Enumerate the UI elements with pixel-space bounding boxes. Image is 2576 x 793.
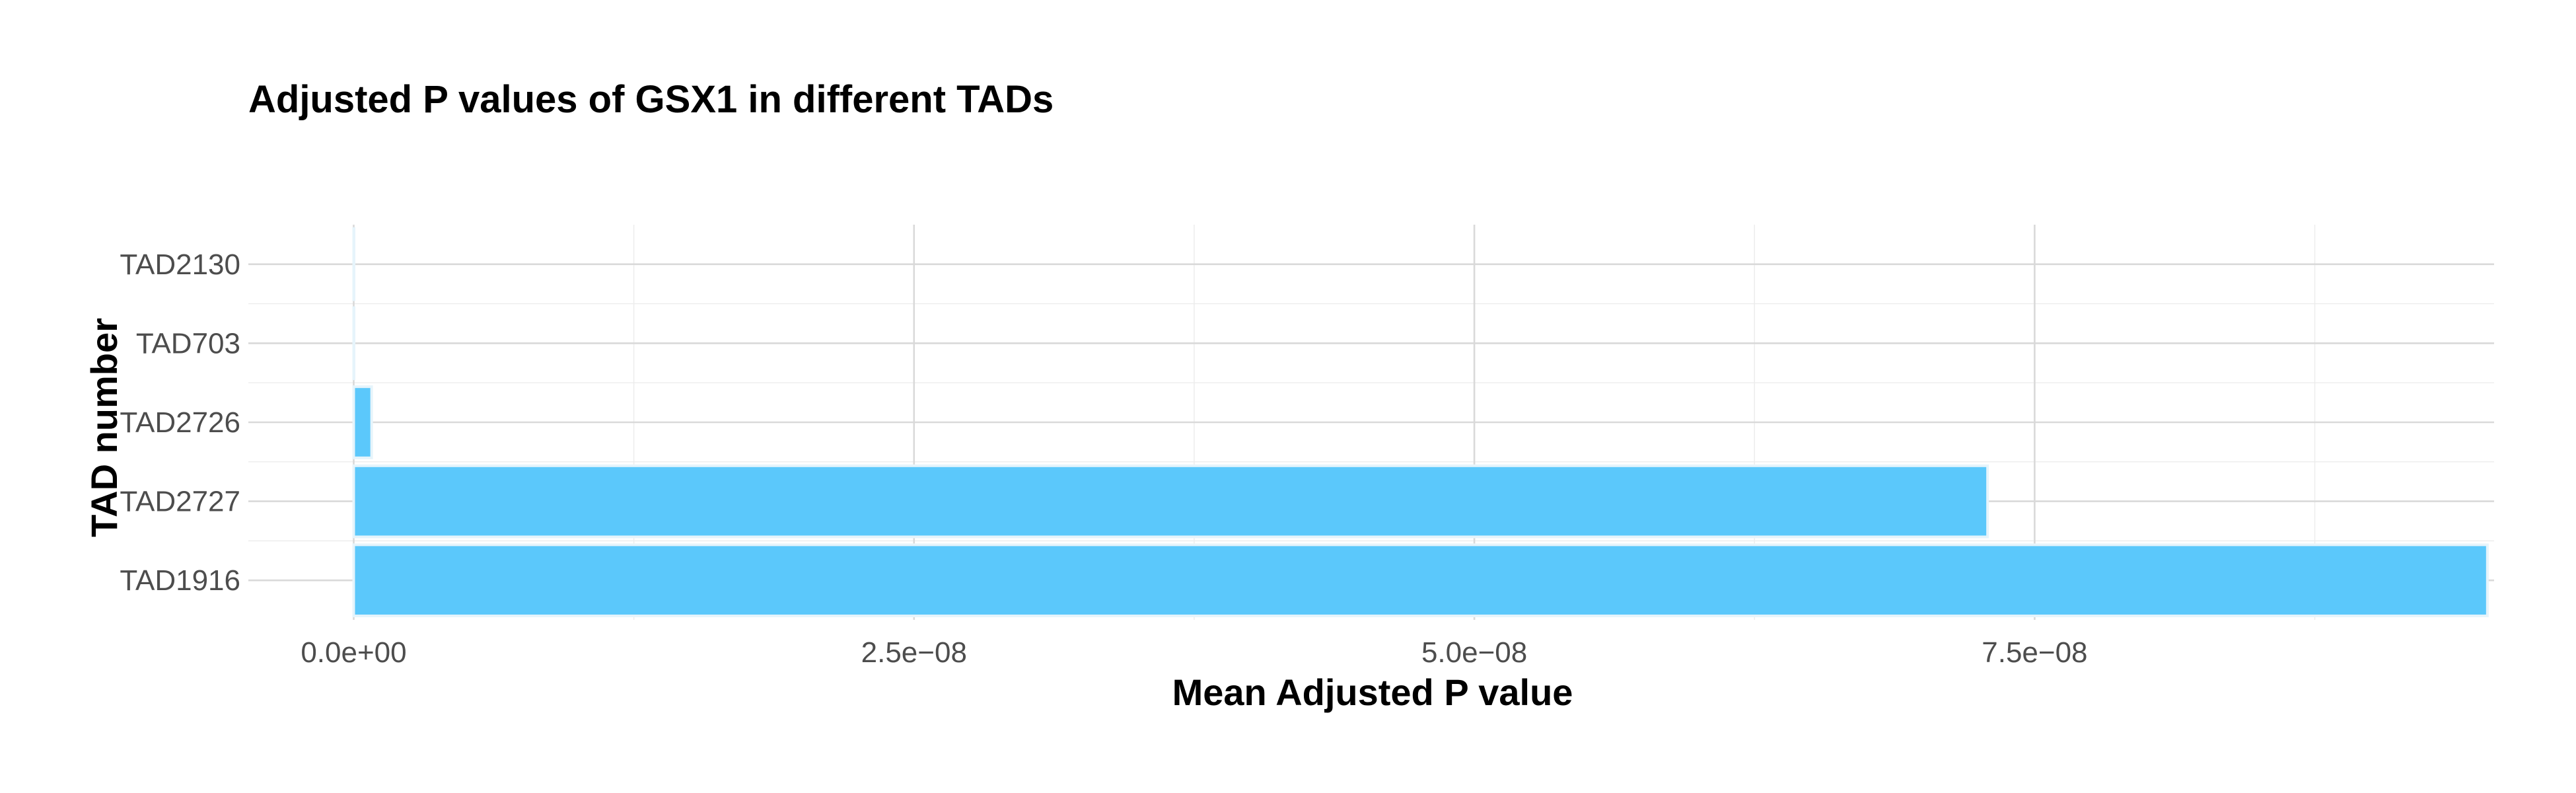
y-axis-title: TAD number [83, 318, 125, 537]
bar-layer [352, 227, 2489, 618]
x-tick-label: 5.0e−08 [1421, 636, 1527, 669]
bar-tad2726 [352, 385, 373, 459]
x-tick-labels: 0.0e+00 2.5e−08 5.0e−08 7.5e−08 [301, 636, 2087, 669]
bar-tad703 [352, 306, 355, 381]
x-axis-title: Mean Adjusted P value [1172, 671, 1573, 713]
y-tick-label: TAD2130 [120, 248, 240, 281]
x-tick-label: 2.5e−08 [861, 636, 967, 669]
x-tick-label: 7.5e−08 [1982, 636, 2087, 669]
y-tick-label: TAD703 [136, 327, 240, 359]
y-tick-labels: TAD2130 TAD703 TAD2726 TAD2727 TAD1916 [120, 248, 240, 597]
y-tick-label: TAD2727 [120, 486, 240, 518]
bar-tad1916 [352, 543, 2489, 618]
bar-tad2130 [352, 227, 355, 301]
y-tick-label: TAD2726 [120, 406, 240, 439]
x-tick-label: 0.0e+00 [301, 636, 406, 669]
chart-title: Adjusted P values of GSX1 in different T… [248, 78, 1054, 121]
y-tick-label: TAD1916 [120, 564, 240, 597]
bar-tad2727 [352, 464, 1989, 539]
